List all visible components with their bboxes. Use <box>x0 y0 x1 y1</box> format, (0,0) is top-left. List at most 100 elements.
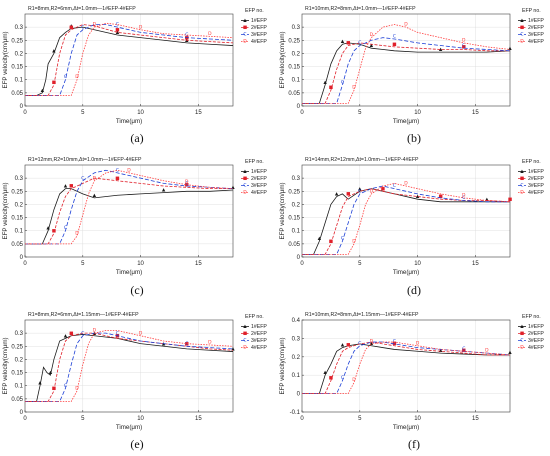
legend-header: EFP no. <box>245 314 264 320</box>
data-point-marker: C <box>341 236 344 242</box>
legend-marker: D <box>520 190 524 196</box>
legend-entry-4EFP: 4#EFP <box>528 345 544 351</box>
legend-entry-1EFP: 1#EFP <box>528 169 544 175</box>
data-point-marker: C <box>81 175 84 181</box>
y-tick-label: 0.2 <box>292 202 301 208</box>
data-point-marker: ▲ <box>38 381 42 386</box>
legend-entry-3EFP: 3#EFP <box>528 183 544 189</box>
legend-entry-2EFP: 2#EFP <box>251 331 267 337</box>
x-tick-label: 15 <box>195 261 202 267</box>
y-tick-label: 0.15 <box>11 216 23 222</box>
series-line-4EFP <box>302 24 511 104</box>
y-tick-label: 0.1 <box>292 78 301 84</box>
series-line-1EFP <box>302 188 510 255</box>
chart-panel-a: 0 0.05 0.1 0.15 0.2 0.25 0.3 0 5 10 15 R1=8mm,R2=6m… <box>2 6 267 145</box>
data-point-marker: ■ <box>69 184 73 189</box>
y-tick-label: 0.3 <box>292 176 301 182</box>
data-point-marker: D <box>404 22 408 28</box>
series-line-4EFP <box>302 341 511 394</box>
data-point-marker: ■ <box>185 36 189 41</box>
y-tick-label: 0.3 <box>292 336 301 342</box>
x-axis-label: Time(μm) <box>393 269 419 276</box>
legend-marker: ■ <box>520 177 524 182</box>
data-point-marker: D <box>93 22 97 28</box>
data-point-marker: D <box>208 31 212 37</box>
y-axis-label: EFP velocity(cm/μm) <box>279 31 286 88</box>
y-tick-label: 0.2 <box>292 355 301 361</box>
data-point-marker: ▲ <box>439 349 443 354</box>
plot-area-frame <box>24 319 234 413</box>
series-line-2EFP <box>25 332 234 402</box>
data-point-marker: C <box>81 330 84 336</box>
y-tick-label: 0.3 <box>15 176 24 182</box>
data-point-marker: D <box>352 377 356 383</box>
chart-title: R1=8mm,R2=6mm,Δt=1.0mm—1#EFP-4#EFP <box>28 6 136 12</box>
series-line-2EFP <box>25 24 234 96</box>
y-tick-label: 0.05 <box>11 242 23 248</box>
data-point-marker: D <box>352 85 356 91</box>
data-point-marker: D <box>462 192 466 198</box>
y-tick-label: 0.05 <box>11 397 23 403</box>
data-point-marker: ▲ <box>49 371 53 376</box>
legend-header: EFP no. <box>522 159 541 165</box>
legend-entry-3EFP: 3#EFP <box>251 183 267 189</box>
data-point-marker: ▲ <box>46 226 50 231</box>
x-tick-label: 0 <box>23 261 27 267</box>
data-point-marker: ▲ <box>64 184 68 189</box>
legend-marker: ▲ <box>520 170 524 175</box>
series-line-2EFP <box>302 341 510 394</box>
data-point-marker: D <box>208 339 212 345</box>
legend-entry-1EFP: 1#EFP <box>251 169 267 175</box>
legend-marker: ■ <box>243 332 247 337</box>
chart-panel-f: -0.100.10.20.30.40 5 10 15R1=10mm,R2=8mm,Δt… <box>279 312 544 451</box>
chart-panel-c: 0 0.05 0.1 0.15 0.2 0.25 0.3 0 5 10 15 R1=12mm,R2=1… <box>2 157 267 297</box>
y-tick-label: 0 <box>297 255 301 261</box>
data-point-marker: C <box>64 74 67 80</box>
data-point-marker: C <box>393 33 396 39</box>
y-tick-label: 0.15 <box>288 216 300 222</box>
data-point-marker: D <box>416 340 420 346</box>
x-tick-label: 10 <box>137 261 144 267</box>
data-point-marker: ■ <box>52 229 56 234</box>
panel-caption: (e) <box>130 437 143 451</box>
data-point-marker: D <box>185 179 189 185</box>
panel-caption: (b) <box>407 131 421 145</box>
x-axis-label: Time(μm) <box>116 269 142 276</box>
chart-title: R1=14mm,R2=12mm,Δt=1.0mm—1#EFP-4#EFP <box>305 157 419 163</box>
x-tick-label: 10 <box>414 261 421 267</box>
y-tick-label: 0.1 <box>15 229 24 235</box>
legend-marker: C <box>243 338 246 344</box>
data-point-marker: D <box>93 328 97 334</box>
legend-marker: D <box>243 345 247 351</box>
legend-entry-3EFP: 3#EFP <box>528 338 544 344</box>
x-tick-label: 15 <box>472 261 479 267</box>
y-tick-label: 0 <box>297 392 301 398</box>
data-point-marker: ▲ <box>416 195 420 200</box>
y-tick-label: 0.25 <box>288 189 300 195</box>
series-line-4EFP <box>25 22 234 96</box>
y-tick-label: 0.05 <box>11 91 23 97</box>
data-point-marker: ▲ <box>485 197 489 202</box>
y-tick-label: 0.2 <box>15 357 24 363</box>
data-point-marker: ■ <box>329 86 333 91</box>
y-tick-label: 0.05 <box>288 91 300 97</box>
legend-marker: C <box>243 32 246 38</box>
legend-marker: D <box>243 39 247 45</box>
legend-marker: C <box>520 183 523 189</box>
series-line-1EFP <box>302 343 510 394</box>
data-point-marker: ■ <box>69 25 73 30</box>
data-point-marker: ■ <box>185 183 189 188</box>
y-tick-label: 0.3 <box>292 25 301 31</box>
x-tick-label: 0 <box>300 110 304 116</box>
data-point-marker: D <box>75 385 79 391</box>
data-point-marker: ▲ <box>508 46 512 51</box>
chart-panel-d: 0 0.05 0.1 0.15 0.2 0.25 0.3 0 5 10 15 R1=14mm,R2=1… <box>279 157 544 297</box>
y-tick-label: 0.1 <box>292 373 301 379</box>
data-point-marker: ■ <box>392 42 396 47</box>
legend-marker: ■ <box>243 177 247 182</box>
data-point-marker: ▲ <box>93 193 97 198</box>
plot-area-frame <box>24 13 234 107</box>
data-point-marker: ■ <box>462 45 466 50</box>
chart-title: R1=12mm,R2=10mm,Δt=1.0mm—1#EFP-4#EFP <box>28 157 142 163</box>
